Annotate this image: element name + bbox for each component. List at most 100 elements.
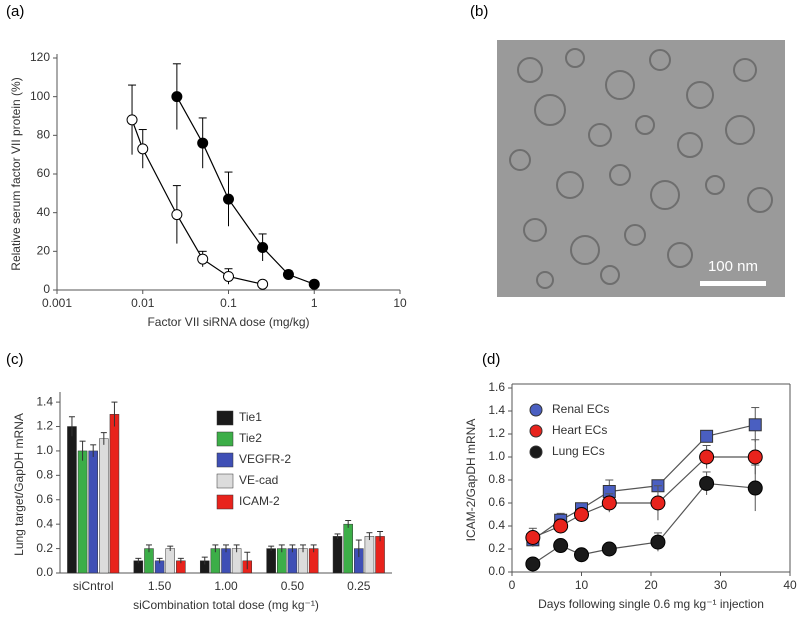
marker: [748, 418, 762, 432]
marker: [223, 193, 234, 205]
legend-swatch: [216, 473, 234, 489]
x-axis-title: Factor VII siRNA dose (mg/kg): [147, 315, 309, 329]
y-tick-label: 0.4: [36, 516, 53, 530]
panel-label: (a): [6, 3, 24, 20]
marker: [171, 91, 183, 103]
x-tick-label: 1.50: [148, 579, 172, 593]
y-tick-label: 1.2: [488, 426, 505, 440]
x-tick-label: 0.001: [42, 296, 72, 310]
marker: [650, 495, 666, 511]
marker: [747, 449, 763, 465]
x-tick-label: 10: [575, 578, 589, 592]
x-tick-label: 30: [714, 578, 728, 592]
x-tick-label: 0.1: [220, 296, 237, 310]
legend-swatch: [216, 431, 234, 447]
marker: [574, 507, 589, 522]
x-tick-label: 20: [644, 578, 658, 592]
x-tick-label: 40: [783, 578, 797, 592]
bar: [67, 426, 77, 574]
bar: [375, 536, 385, 574]
x-tick-label: 0.50: [281, 579, 305, 593]
marker: [308, 278, 320, 290]
bar: [266, 548, 276, 574]
y-tick-label: 0.6: [36, 492, 53, 506]
y-axis-title: Relative serum factor VII protein (%): [9, 77, 23, 270]
vesicles: [509, 48, 773, 289]
y-tick-label: 1.4: [36, 394, 53, 408]
marker: [574, 547, 589, 563]
bar: [332, 536, 343, 574]
marker: [282, 269, 294, 281]
bar: [77, 450, 88, 574]
x-tick-label: 0.01: [131, 296, 155, 310]
legend-swatch: [216, 410, 234, 426]
y-tick-label: 60: [37, 166, 51, 180]
marker: [650, 534, 666, 550]
x-axis-title: siCombination total dose (mg kg⁻¹): [133, 598, 319, 612]
legend-label: Tie1: [239, 410, 262, 424]
y-tick-label: 100: [30, 89, 50, 103]
y-tick-label: 0: [43, 282, 50, 296]
x-axis-title: Days following single 0.6 mg kg⁻¹ inject…: [538, 597, 764, 611]
marker: [747, 480, 763, 496]
y-axis-title: Lung target/GapDH mRNA: [12, 413, 26, 556]
panel-label: (c): [6, 351, 24, 368]
legend-label: Renal ECs: [552, 402, 609, 416]
legend-label: ICAM-2: [239, 494, 280, 508]
marker: [699, 475, 715, 491]
y-tick-label: 20: [37, 244, 51, 258]
marker: [601, 495, 617, 511]
marker: [137, 143, 149, 155]
marker: [700, 429, 714, 443]
y-tick-label: 1.0: [36, 443, 53, 457]
legend-swatch: [529, 403, 543, 417]
marker: [197, 253, 209, 265]
y-tick-label: 40: [37, 205, 51, 219]
marker: [126, 114, 138, 126]
marker: [553, 538, 569, 554]
bar: [343, 523, 353, 574]
x-tick-label: 0.25: [347, 579, 371, 593]
legend-swatch: [529, 445, 543, 459]
marker: [525, 556, 541, 572]
marker: [223, 270, 234, 282]
panel-label: (b): [470, 3, 488, 20]
legend-label: Lung ECs: [552, 444, 605, 458]
y-tick-label: 1.2: [36, 419, 53, 433]
y-axis-title: ICAM-2/GapDH mRNA: [464, 419, 478, 542]
series-line: [176, 96, 315, 285]
y-tick-label: 0.2: [36, 541, 53, 555]
micrograph: 100 nm: [497, 40, 785, 297]
marker: [699, 449, 715, 465]
marker: [553, 518, 569, 534]
marker: [197, 137, 209, 149]
y-tick-label: 0.8: [36, 468, 53, 482]
marker: [601, 541, 617, 557]
legend-swatch: [529, 424, 543, 438]
bar: [99, 438, 109, 574]
legend-swatch: [216, 494, 234, 510]
scale-bar: [700, 281, 766, 286]
marker: [257, 241, 269, 253]
bar: [88, 450, 98, 574]
micrograph-background: [497, 40, 785, 297]
x-tick-label: 10: [393, 296, 407, 310]
x-tick-label: siCntrol: [73, 579, 114, 593]
legend-swatch: [216, 452, 234, 468]
bar: [364, 536, 375, 574]
x-tick-label: 1.00: [214, 579, 238, 593]
y-tick-label: 0.4: [488, 518, 505, 532]
marker: [171, 209, 183, 221]
marker: [257, 278, 269, 290]
legend-label: VEGFR-2: [239, 452, 291, 466]
panel-label: (d): [482, 351, 500, 368]
bar: [165, 548, 175, 574]
y-tick-label: 0.0: [36, 565, 53, 579]
bar: [109, 414, 120, 574]
legend-label: Tie2: [239, 431, 262, 445]
scale-bar-label: 100 nm: [708, 258, 758, 275]
legend-label: VE-cad: [239, 473, 278, 487]
y-tick-label: 1.0: [488, 449, 505, 463]
y-tick-label: 0.6: [488, 495, 505, 509]
